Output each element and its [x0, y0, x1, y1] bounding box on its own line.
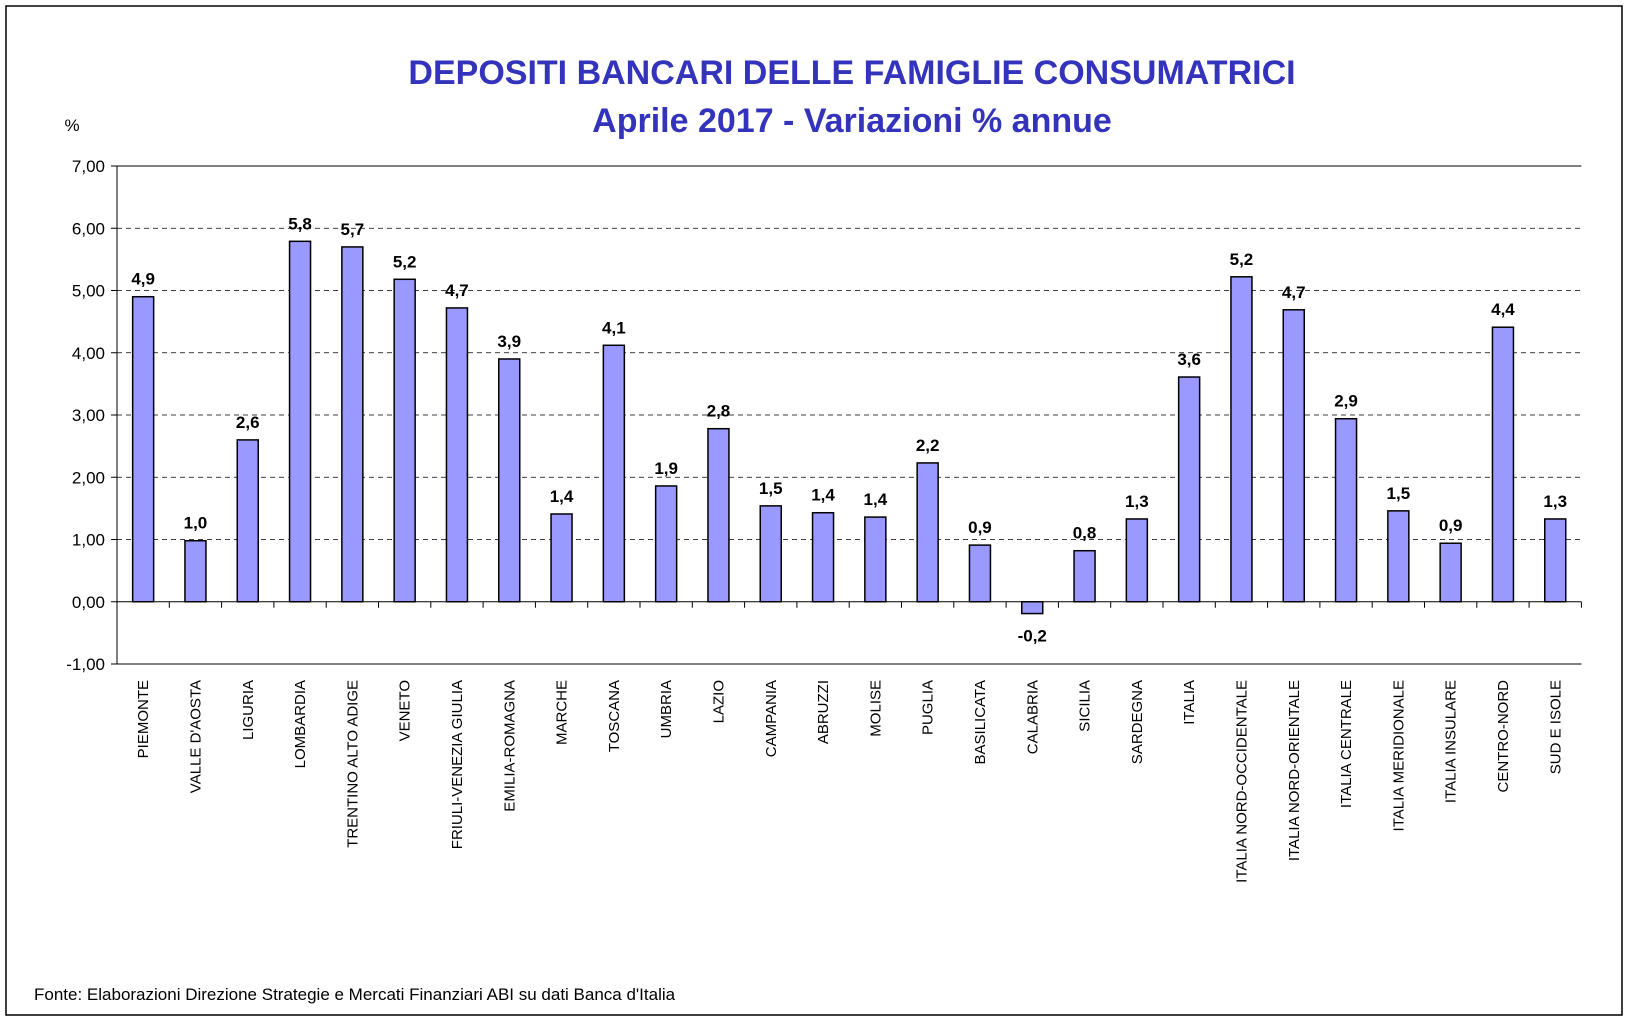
- value-label: 1,4: [864, 490, 888, 509]
- x-tick-label: ITALIA MERIDIONALE: [1390, 680, 1407, 831]
- value-label: 1,9: [654, 459, 678, 478]
- bar: [1439, 542, 1462, 603]
- bar: [184, 539, 207, 603]
- bar: [236, 439, 259, 603]
- bar: [341, 246, 364, 603]
- y-tick-label: 4,00: [72, 344, 105, 363]
- x-tick-label: LOMBARDIA: [292, 680, 309, 768]
- bar: [968, 544, 992, 603]
- value-label: 0,8: [1073, 524, 1097, 543]
- x-tick-label: LIGURIA: [240, 680, 257, 740]
- value-label: 4,4: [1491, 300, 1515, 319]
- y-tick-label: 7,00: [72, 157, 105, 176]
- x-tick-label: CALABRIA: [1024, 680, 1041, 754]
- y-tick-label: 3,00: [72, 406, 105, 425]
- bar: [288, 240, 312, 603]
- x-tick-label: ABRUZZI: [815, 680, 832, 744]
- x-tick-label: BASILICATA: [972, 680, 989, 764]
- bar: [864, 516, 887, 603]
- value-label: 4,7: [1282, 283, 1306, 302]
- value-label: 3,6: [1177, 350, 1201, 369]
- x-tick-label: TOSCANA: [606, 680, 623, 752]
- value-label: 2,9: [1334, 392, 1358, 411]
- value-label: 1,4: [550, 487, 574, 506]
- bar: [602, 344, 626, 603]
- value-label: 2,6: [236, 413, 260, 432]
- y-axis-label: %: [64, 116, 79, 135]
- value-label: 4,9: [131, 270, 155, 289]
- x-tick-label: SUD E ISOLE: [1547, 680, 1564, 774]
- y-tick-label: 1,00: [72, 531, 105, 550]
- x-tick-label: ITALIA NORD-ORIENTALE: [1286, 680, 1303, 861]
- value-label: 4,1: [602, 318, 626, 337]
- x-tick-label: TRENTINO ALTO ADIGE: [344, 680, 361, 848]
- value-label: -0,2: [1018, 627, 1047, 646]
- y-tick-label: 0,00: [72, 593, 105, 612]
- x-tick-label: VENETO: [397, 680, 414, 741]
- chart-title: DEPOSITI BANCARI DELLE FAMIGLIE CONSUMAT…: [408, 54, 1295, 92]
- x-tick-label: ITALIA NORD-OCCIDENTALE: [1233, 680, 1250, 883]
- x-tick-label: MOLISE: [867, 680, 884, 737]
- x-tick-label: PUGLIA: [920, 680, 937, 735]
- x-tick-label: SARDEGNA: [1129, 680, 1146, 764]
- value-label: 1,3: [1543, 492, 1567, 511]
- x-tick-label: ITALIA: [1181, 680, 1198, 725]
- value-label: 2,2: [916, 436, 940, 455]
- value-label: 5,7: [341, 220, 365, 239]
- bar: [1021, 601, 1044, 615]
- value-label: 0,9: [968, 518, 992, 537]
- x-tick-label: UMBRIA: [658, 680, 675, 738]
- value-label: 5,8: [288, 214, 312, 233]
- bar: [498, 358, 521, 603]
- x-tick-label: VALLE D'AOSTA: [187, 680, 204, 793]
- y-tick-label: -1,00: [66, 655, 105, 674]
- value-label: 1,3: [1125, 492, 1149, 511]
- value-label: 5,2: [393, 252, 417, 271]
- bar: [1387, 510, 1410, 603]
- x-tick-label: CAMPANIA: [763, 680, 780, 757]
- bar: [1073, 549, 1096, 603]
- value-label: 1,5: [759, 479, 783, 498]
- bar: [1177, 376, 1201, 603]
- x-tick-label: CENTRO-NORD: [1495, 680, 1512, 793]
- value-label: 3,9: [497, 332, 521, 351]
- x-tick-label: ITALIA CENTRALE: [1338, 680, 1355, 808]
- bar: [131, 295, 155, 603]
- bar: [654, 485, 678, 603]
- value-label: 0,9: [1439, 516, 1463, 535]
- source-note: Fonte: Elaborazioni Direzione Strategie …: [34, 985, 676, 1004]
- x-tick-label: PIEMONTE: [135, 680, 152, 758]
- bar: [1230, 276, 1253, 603]
- x-tick-label: EMILIA-ROMAGNA: [501, 680, 518, 812]
- bar: [1544, 518, 1567, 603]
- chart-subtitle: Aprile 2017 - Variazioni % annue: [592, 102, 1112, 140]
- bar: [1282, 309, 1305, 603]
- bar: [550, 513, 573, 603]
- value-label: 2,8: [707, 402, 731, 421]
- bar: [811, 511, 835, 603]
- bar: [707, 427, 730, 603]
- x-tick-label: SICILIA: [1077, 680, 1094, 732]
- bar: [916, 462, 939, 603]
- value-label: 5,2: [1230, 250, 1254, 269]
- bar: [1334, 417, 1358, 603]
- bar: [445, 307, 469, 603]
- value-label: 1,0: [184, 514, 208, 533]
- x-tick-label: FRIULI-VENEZIA GIULIA: [449, 680, 466, 849]
- y-tick-label: 6,00: [72, 219, 105, 238]
- x-tick-label: LAZIO: [710, 680, 727, 723]
- bar: [393, 278, 416, 603]
- bar: [1125, 518, 1149, 603]
- value-label: 1,4: [811, 486, 835, 505]
- x-tick-label: MARCHE: [554, 680, 571, 745]
- bar: [1491, 326, 1515, 603]
- y-tick-label: 2,00: [72, 468, 105, 487]
- y-tick-label: 5,00: [72, 282, 105, 301]
- value-label: 4,7: [445, 281, 469, 300]
- x-tick-label: ITALIA INSULARE: [1443, 680, 1460, 803]
- value-label: 1,5: [1387, 484, 1411, 503]
- bar: [759, 505, 782, 603]
